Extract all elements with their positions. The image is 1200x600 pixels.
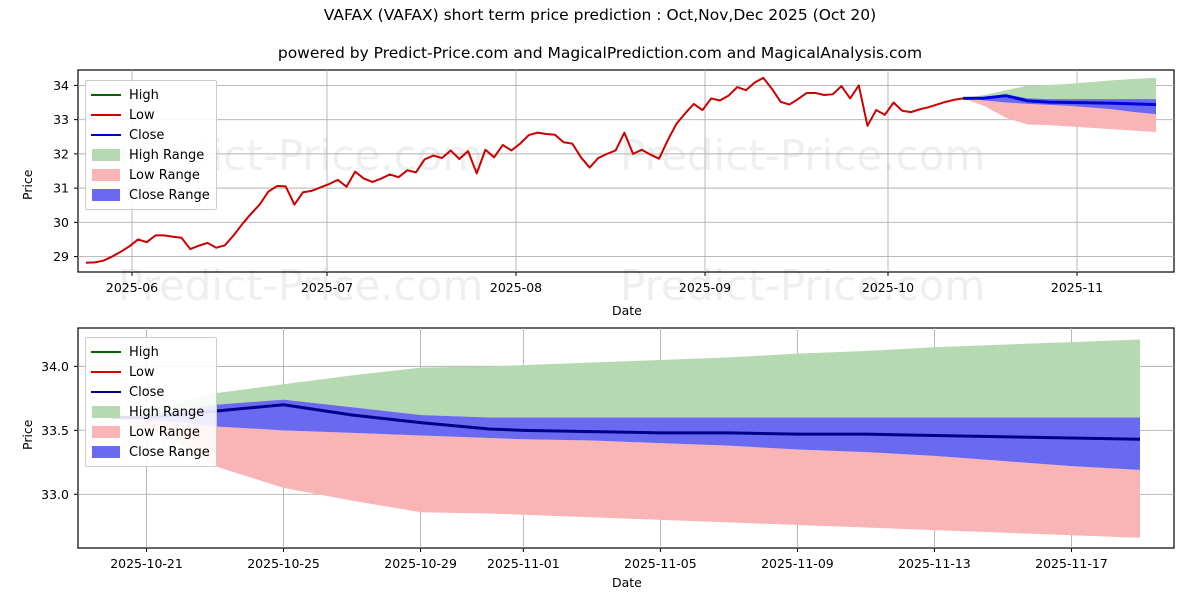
- y-tick-label: 30: [53, 215, 69, 230]
- x-tick-label: 2025-10: [862, 280, 914, 295]
- page-title: VAFAX (VAFAX) short term price predictio…: [323, 6, 877, 24]
- x-tick-label: 2025-08: [490, 280, 542, 295]
- y-tick-label: 33.0: [41, 487, 69, 502]
- x-tick-label: 2025-10-29: [384, 556, 457, 571]
- legend-swatch-high-range: [91, 405, 121, 419]
- y-tick-label: 33: [53, 112, 69, 127]
- legend-swatch-close: [91, 128, 121, 142]
- x-tick-label: 2025-11-13: [898, 556, 971, 571]
- overview-plot: Predict-Price.com Predict-Price.com Predic…: [53, 69, 1175, 310]
- legend-item: Low: [91, 105, 210, 125]
- legend-label: Low: [129, 364, 155, 380]
- forecast-close-line: [962, 94, 1157, 107]
- legend-swatch-high: [91, 88, 121, 102]
- legend-label: Low Range: [129, 424, 200, 440]
- x-tick-label: 2025-11-09: [761, 556, 834, 571]
- x-tick-label: 2025-10-21: [110, 556, 183, 571]
- y-tick-label: 29: [53, 249, 69, 264]
- x-tick-label: 2025-11-05: [624, 556, 697, 571]
- legend-label: Close: [129, 384, 165, 400]
- x-tick-label: 2025-11-01: [487, 556, 560, 571]
- legend-swatch-high: [91, 345, 121, 359]
- legend-item: High Range: [91, 145, 210, 165]
- legend-item: Close Range: [91, 185, 210, 205]
- legend-item: High Range: [91, 402, 210, 422]
- y-tick-label: 34.0: [41, 359, 69, 374]
- zoom-legend: High Low Close High Range Low Range Clos…: [85, 337, 217, 467]
- plot-frame: [77, 69, 1175, 273]
- zoom-chart: Predict-Price.comPredict-Price.com33.033…: [0, 310, 1200, 600]
- x-tick-label: 2025-07: [301, 280, 353, 295]
- low-range-band: [963, 98, 1156, 132]
- zoom-plot: Predict-Price.comPredict-Price.com33.033…: [41, 327, 1175, 571]
- legend-swatch-high-range: [91, 148, 121, 162]
- watermark: Predict-Price.com: [620, 131, 985, 180]
- high-range-band: [963, 77, 1156, 105]
- overview-y-axis-label: Price: [20, 169, 35, 201]
- legend-item: Close: [91, 382, 210, 402]
- x-tick-label: 2025-11: [1051, 280, 1103, 295]
- legend-label: Close Range: [129, 444, 210, 460]
- x-tick-label: 2025-10-25: [247, 556, 320, 571]
- legend-item: Low Range: [91, 422, 210, 442]
- watermark: Predict-Price.com: [118, 261, 483, 310]
- legend-label: High Range: [129, 147, 205, 163]
- history-low-line: [85, 76, 964, 264]
- y-tick-label: 32: [53, 146, 69, 161]
- legend-swatch-close: [91, 385, 121, 399]
- plot-frame: [77, 327, 1175, 549]
- watermark: Predict-Price.com: [620, 261, 985, 310]
- low-range-band: [112, 417, 1140, 538]
- overview-legend: High Low Close High Range Low Range Clos…: [85, 80, 217, 210]
- legend-label: High: [129, 87, 159, 103]
- legend-label: Close: [129, 127, 165, 143]
- y-tick-label: 33.5: [41, 423, 69, 438]
- legend-item: High: [91, 342, 210, 362]
- legend-label: Close Range: [129, 187, 210, 203]
- legend-label: Low: [129, 107, 155, 123]
- y-tick-label: 31: [53, 181, 69, 196]
- legend-item: High: [91, 85, 210, 105]
- legend-label: Low Range: [129, 167, 200, 183]
- x-tick-label: 2025-11-17: [1035, 556, 1108, 571]
- legend-swatch-low-range: [91, 168, 121, 182]
- zoom-y-axis-label: Price: [20, 419, 35, 451]
- overview-chart: Predict-Price.com Predict-Price.com Predic…: [20, 69, 1175, 318]
- x-tick-label: 2025-06: [106, 280, 158, 295]
- high-range-band: [112, 339, 1140, 418]
- legend-item: Low: [91, 362, 210, 382]
- legend-item: Close: [91, 125, 210, 145]
- page-subtitle: powered by Predict-Price.com and Magical…: [277, 44, 923, 62]
- legend-swatch-low: [91, 108, 121, 122]
- zoom-x-axis-label: Date: [612, 575, 642, 590]
- x-tick-label: 2025-09: [679, 280, 731, 295]
- y-tick-label: 34: [53, 78, 69, 93]
- legend-swatch-low: [91, 365, 121, 379]
- legend-item: Close Range: [91, 442, 210, 462]
- close-range-band: [963, 94, 1156, 115]
- legend-swatch-close-range: [91, 188, 121, 202]
- legend-label: High Range: [129, 404, 205, 420]
- legend-label: High: [129, 344, 159, 360]
- legend-swatch-low-range: [91, 425, 121, 439]
- legend-swatch-close-range: [91, 445, 121, 459]
- legend-item: Low Range: [91, 165, 210, 185]
- overview-x-axis-label: Date: [612, 303, 642, 318]
